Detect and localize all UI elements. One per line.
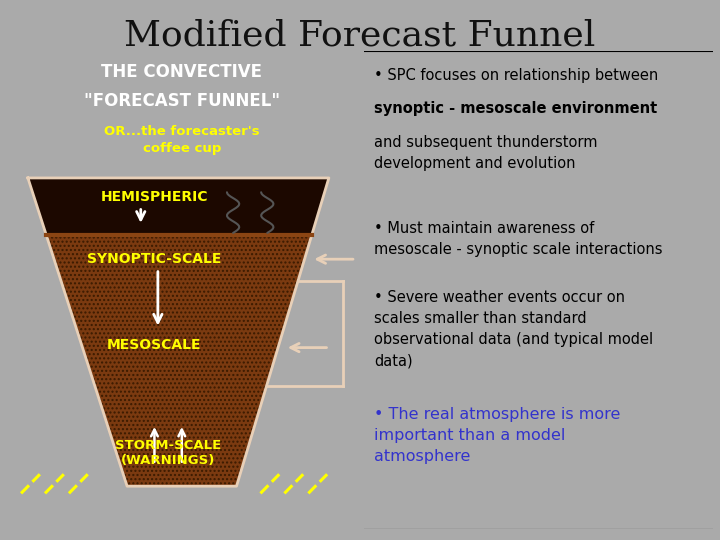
Text: • The real atmosphere is more
important than a model
atmosphere: • The real atmosphere is more important …	[374, 407, 621, 464]
Text: • Severe weather events occur on
scales smaller than standard
observational data: • Severe weather events occur on scales …	[374, 291, 653, 368]
Text: HEMISPHERIC: HEMISPHERIC	[101, 190, 208, 204]
Text: and subsequent thunderstorm
development and evolution: and subsequent thunderstorm development …	[374, 135, 598, 171]
Text: STORM-SCALE
(WARNINGS): STORM-SCALE (WARNINGS)	[115, 438, 221, 467]
Text: synoptic - mesoscale environment: synoptic - mesoscale environment	[374, 102, 657, 117]
Polygon shape	[28, 178, 329, 235]
Text: Modified Forecast Funnel: Modified Forecast Funnel	[125, 19, 595, 53]
Text: OR...the forecaster's
coffee cup: OR...the forecaster's coffee cup	[104, 125, 260, 156]
Polygon shape	[28, 178, 329, 486]
Text: • SPC focuses on relationship between: • SPC focuses on relationship between	[374, 68, 658, 83]
Text: MESOSCALE: MESOSCALE	[107, 338, 202, 352]
Text: • Must maintain awareness of
mesoscale - synoptic scale interactions: • Must maintain awareness of mesoscale -…	[374, 221, 662, 257]
Text: SYNOPTIC-SCALE: SYNOPTIC-SCALE	[87, 252, 222, 266]
Text: "FORECAST FUNNEL": "FORECAST FUNNEL"	[84, 92, 280, 110]
Text: THE CONVECTIVE: THE CONVECTIVE	[102, 63, 262, 81]
